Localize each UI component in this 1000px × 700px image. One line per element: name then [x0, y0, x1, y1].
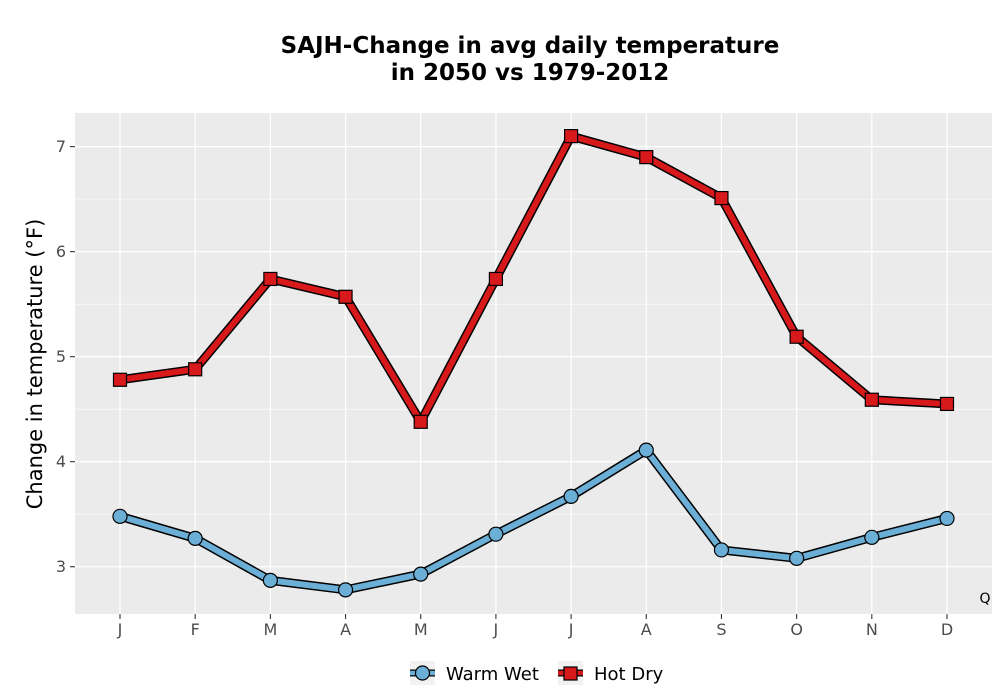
data-point-hot-dry	[413, 414, 428, 429]
data-point-hot-dry	[188, 362, 203, 377]
y-axis-label: Change in temperature (°F)	[23, 219, 47, 510]
data-point-warm-wet	[413, 566, 429, 582]
series-points	[112, 129, 955, 598]
data-point-warm-wet	[563, 488, 579, 504]
data-point-warm-wet	[187, 530, 203, 546]
data-point-hot-dry	[714, 190, 729, 206]
x-tick-label: J	[117, 620, 123, 639]
data-point-hot-dry	[263, 271, 278, 287]
plot-panel	[75, 113, 992, 614]
chart-title-line-1: SAJH-Change in avg daily temperature	[281, 33, 780, 59]
data-point-hot-dry	[789, 329, 804, 344]
data-point-warm-wet	[864, 529, 880, 545]
x-tick-label: J	[568, 620, 574, 639]
legend-label-warm-wet: Warm Wet	[446, 664, 539, 685]
legend: Warm Wet Hot Dry	[410, 661, 664, 685]
axis-ticks	[70, 146, 948, 619]
legend-marker-hot-dry	[563, 666, 578, 681]
x-tick-label: D	[941, 620, 953, 639]
data-point-warm-wet	[638, 442, 654, 458]
y-tick-label: 6	[56, 242, 66, 261]
x-tick-label: O	[790, 620, 803, 639]
data-point-warm-wet	[262, 572, 278, 588]
y-tick-label: 5	[56, 347, 66, 366]
data-point-hot-dry	[563, 129, 579, 144]
data-point-hot-dry	[488, 271, 504, 287]
series-line-warm-wet	[117, 447, 950, 593]
data-point-hot-dry	[939, 396, 955, 412]
x-tick-label: M	[263, 620, 277, 639]
y-tick-label: 7	[56, 137, 66, 156]
data-point-warm-wet	[713, 542, 730, 558]
data-point-warm-wet	[112, 508, 128, 524]
data-point-hot-dry	[338, 289, 353, 304]
data-point-warm-wet	[939, 510, 955, 527]
series-lines	[115, 131, 952, 595]
chart-title-line-2: in 2050 vs 1979-2012	[391, 60, 670, 86]
x-tick-label: A	[340, 620, 351, 639]
x-tick-label: F	[191, 620, 200, 639]
legend-item-warm-wet: Warm Wet	[410, 661, 539, 685]
data-point-hot-dry	[639, 150, 654, 165]
data-point-hot-dry	[864, 392, 879, 407]
data-point-hot-dry	[112, 372, 128, 387]
data-point-warm-wet	[337, 582, 354, 598]
series-line-hot-dry	[117, 133, 950, 425]
y-tick-label: 3	[56, 557, 66, 576]
legend-marker-warm-wet	[414, 665, 431, 681]
y-tick-labels: 3 4 5 6 7	[56, 137, 66, 576]
corner-annotation: Q	[979, 591, 990, 607]
x-tick-label: N	[866, 620, 878, 639]
data-point-warm-wet	[488, 526, 504, 542]
data-point-warm-wet	[789, 550, 805, 566]
x-tick-label: J	[493, 620, 499, 639]
x-tick-label: A	[641, 620, 652, 639]
legend-item-hot-dry: Hot Dry	[558, 661, 664, 685]
y-tick-label: 4	[56, 452, 66, 471]
x-tick-label: M	[414, 620, 428, 639]
legend-label-hot-dry: Hot Dry	[594, 664, 664, 685]
x-tick-label: S	[716, 620, 726, 639]
